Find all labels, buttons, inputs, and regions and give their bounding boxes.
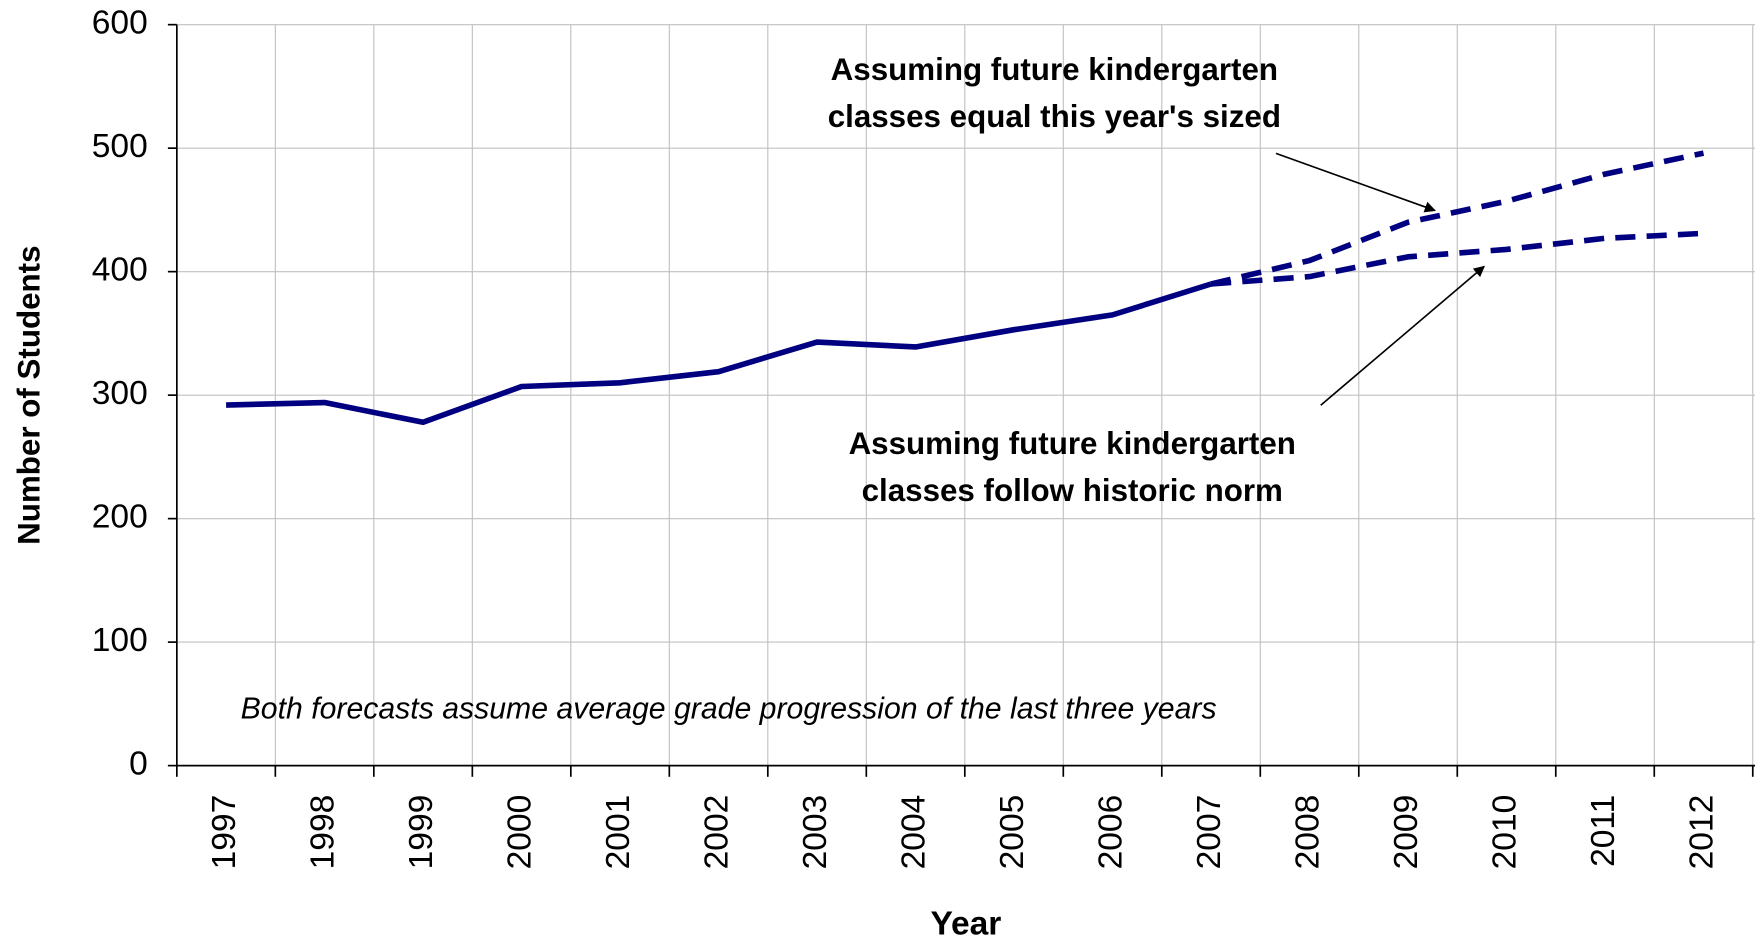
- y-tick-label: 300: [92, 375, 148, 412]
- x-tick-label: 2007: [1191, 795, 1228, 870]
- y-tick-label: 100: [92, 622, 148, 659]
- x-tick-label: 2002: [698, 795, 735, 870]
- y-axis-label: Number of Students: [12, 245, 47, 544]
- annotation: Both forecasts assume average grade prog…: [241, 693, 1217, 726]
- x-tick-label: 2003: [797, 795, 834, 870]
- x-tick-label: 2000: [501, 795, 538, 870]
- x-tick-label: 2012: [1683, 795, 1720, 870]
- x-tick-label: 1999: [403, 795, 440, 870]
- x-tick-label: 2009: [1388, 795, 1425, 870]
- x-axis-label: Year: [930, 906, 1001, 943]
- x-tick-label: 2006: [1092, 795, 1129, 870]
- x-tick-label: 2005: [994, 795, 1031, 870]
- y-tick-label: 600: [92, 5, 148, 42]
- annotation-arrow: [1320, 265, 1485, 406]
- annotation-arrow: [1275, 152, 1436, 213]
- x-tick-label: 2004: [895, 795, 932, 870]
- y-tick-label: 200: [92, 499, 148, 536]
- x-tick-label: 1998: [304, 795, 341, 870]
- x-tick-label: 2008: [1289, 795, 1326, 870]
- line-series: [1210, 230, 1704, 287]
- annotation: Assuming future kindergarten: [831, 52, 1278, 87]
- y-tick-label: 500: [92, 128, 148, 165]
- y-tick-label: 0: [129, 745, 148, 782]
- annotation: Assuming future kindergarten: [849, 426, 1296, 461]
- annotation: classes follow historic norm: [862, 473, 1283, 508]
- y-tick-label: 400: [92, 252, 148, 289]
- annotation: classes equal this year's sized: [828, 99, 1281, 134]
- x-tick-label: 2010: [1486, 795, 1523, 870]
- line-series: [1210, 150, 1705, 287]
- x-tick-label: 2001: [600, 795, 637, 870]
- line-series: [226, 281, 1212, 426]
- x-tick-label: 2011: [1585, 795, 1622, 867]
- x-tick-label: 1997: [206, 795, 243, 870]
